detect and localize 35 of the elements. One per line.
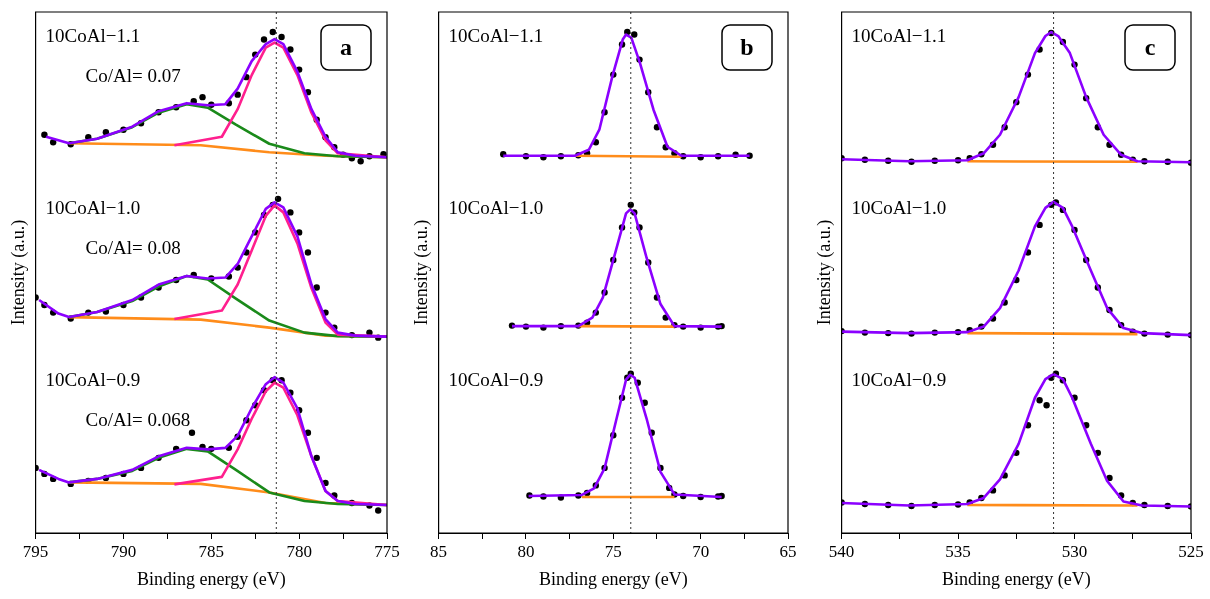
annotation: 10CoAl−1.0 bbox=[45, 196, 141, 218]
x-tick-label: 795 bbox=[22, 541, 49, 561]
y-axis-title: Intensity (a.u.) bbox=[410, 219, 432, 326]
annotation: 10CoAl−1.0 bbox=[851, 196, 947, 218]
x-tick-label: 775 bbox=[374, 541, 400, 561]
x-tick-label: 85 bbox=[430, 541, 448, 561]
x-tick-label: 785 bbox=[198, 541, 225, 561]
x-tick-label: 525 bbox=[1178, 541, 1204, 561]
x-tick-label: 530 bbox=[1061, 541, 1088, 561]
y-axis-title: Intensity (a.u.) bbox=[7, 219, 29, 326]
x-axis-title: Binding energy (eV) bbox=[136, 568, 286, 590]
x-tick-label: 75 bbox=[604, 541, 622, 561]
chart-title: b bbox=[740, 33, 754, 60]
y-axis-title: Intensity (a.u.) bbox=[813, 219, 835, 326]
annotation: 10CoAl−1.0 bbox=[448, 196, 544, 218]
chart-title: c bbox=[1144, 33, 1156, 60]
x-tick-label: 535 bbox=[945, 541, 971, 561]
x-axis-title: Binding energy (eV) bbox=[538, 568, 688, 590]
x-tick-label: 540 bbox=[828, 541, 855, 561]
annotation: 10CoAl−0.9 bbox=[45, 368, 141, 390]
x-tick-label: 65 bbox=[779, 541, 797, 561]
annotation: 10CoAl−0.9 bbox=[851, 368, 947, 390]
annotation: Co/Al= 0.068 bbox=[85, 408, 191, 430]
annotation: 10CoAl−1.1 bbox=[448, 25, 544, 47]
annotation: 10CoAl−1.1 bbox=[45, 25, 141, 47]
x-tick-label: 790 bbox=[110, 541, 137, 561]
x-tick-label: 80 bbox=[517, 541, 535, 561]
chart-title: a bbox=[340, 33, 352, 60]
x-tick-label: 70 bbox=[692, 541, 710, 561]
annotation: 10CoAl−0.9 bbox=[448, 368, 544, 390]
x-tick-label: 780 bbox=[286, 541, 312, 561]
annotation: Co/Al= 0.08 bbox=[85, 236, 181, 258]
annotation: 10CoAl−1.1 bbox=[851, 25, 947, 47]
annotation: Co/Al= 0.07 bbox=[85, 65, 181, 87]
x-axis-title: Binding energy (eV) bbox=[941, 568, 1091, 590]
